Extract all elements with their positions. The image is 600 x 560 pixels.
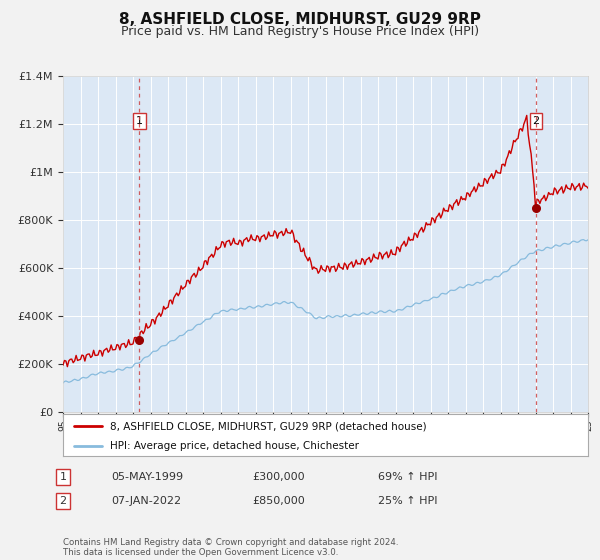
Text: 2: 2 <box>59 496 67 506</box>
Text: Contains HM Land Registry data © Crown copyright and database right 2024.
This d: Contains HM Land Registry data © Crown c… <box>63 538 398 557</box>
Text: 69% ↑ HPI: 69% ↑ HPI <box>378 472 437 482</box>
Text: Price paid vs. HM Land Registry's House Price Index (HPI): Price paid vs. HM Land Registry's House … <box>121 25 479 38</box>
Text: 8, ASHFIELD CLOSE, MIDHURST, GU29 9RP: 8, ASHFIELD CLOSE, MIDHURST, GU29 9RP <box>119 12 481 27</box>
Text: £300,000: £300,000 <box>252 472 305 482</box>
Text: HPI: Average price, detached house, Chichester: HPI: Average price, detached house, Chic… <box>110 441 359 451</box>
Text: 1: 1 <box>136 116 143 126</box>
Text: 25% ↑ HPI: 25% ↑ HPI <box>378 496 437 506</box>
Text: 07-JAN-2022: 07-JAN-2022 <box>111 496 181 506</box>
Text: 1: 1 <box>59 472 67 482</box>
Text: 8, ASHFIELD CLOSE, MIDHURST, GU29 9RP (detached house): 8, ASHFIELD CLOSE, MIDHURST, GU29 9RP (d… <box>110 421 427 431</box>
Text: 05-MAY-1999: 05-MAY-1999 <box>111 472 183 482</box>
Text: 2: 2 <box>532 116 539 126</box>
Text: £850,000: £850,000 <box>252 496 305 506</box>
